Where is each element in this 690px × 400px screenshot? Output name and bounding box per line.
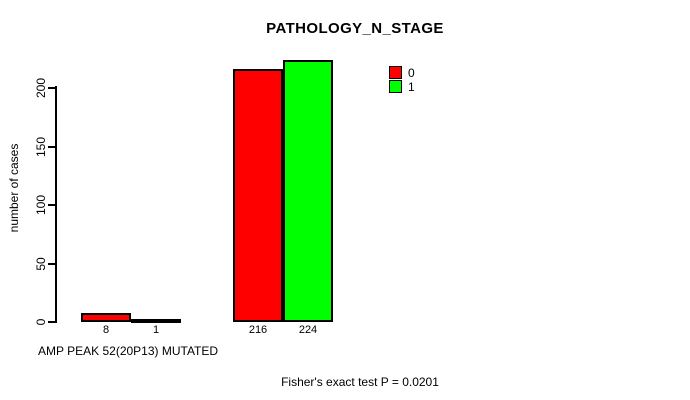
bar-value-label: 8 [102,324,110,336]
x-axis-label: AMP PEAK 52(20P13) MUTATED [38,344,219,358]
chart-title: PATHOLOGY_N_STAGE [266,20,444,37]
bar-group-1-series-1 [131,319,181,323]
bar-value-label: 224 [298,324,318,336]
y-axis-line [55,86,57,323]
y-tick-label: 0 [34,318,48,326]
y-tick-label: 150 [34,136,48,157]
y-tick-mark [48,262,55,265]
legend-swatch-red [389,66,402,79]
legend-entry-0: 0 [389,66,415,79]
legend-label: 0 [408,65,415,80]
legend: 0 1 [389,66,415,94]
y-tick-mark [48,145,55,148]
bar-value-label: 1 [152,324,160,336]
legend-label: 1 [408,79,415,94]
bar-group-1-series-0 [81,313,131,322]
bar-group-2-series-1 [283,60,333,322]
stats-annotation: Fisher's exact test P = 0.0201 [281,375,439,389]
legend-swatch-green [389,80,402,93]
y-tick-mark [48,321,55,323]
y-tick-mark [48,87,55,89]
y-tick-label: 100 [34,194,48,216]
y-axis-label: number of cases [7,143,21,233]
y-tick-label: 50 [34,256,48,271]
legend-entry-1: 1 [389,80,415,93]
y-tick-mark [48,204,55,206]
bar-group-2-series-0 [233,69,283,322]
y-tick-label: 200 [34,77,48,99]
bar-value-label: 216 [248,324,268,336]
